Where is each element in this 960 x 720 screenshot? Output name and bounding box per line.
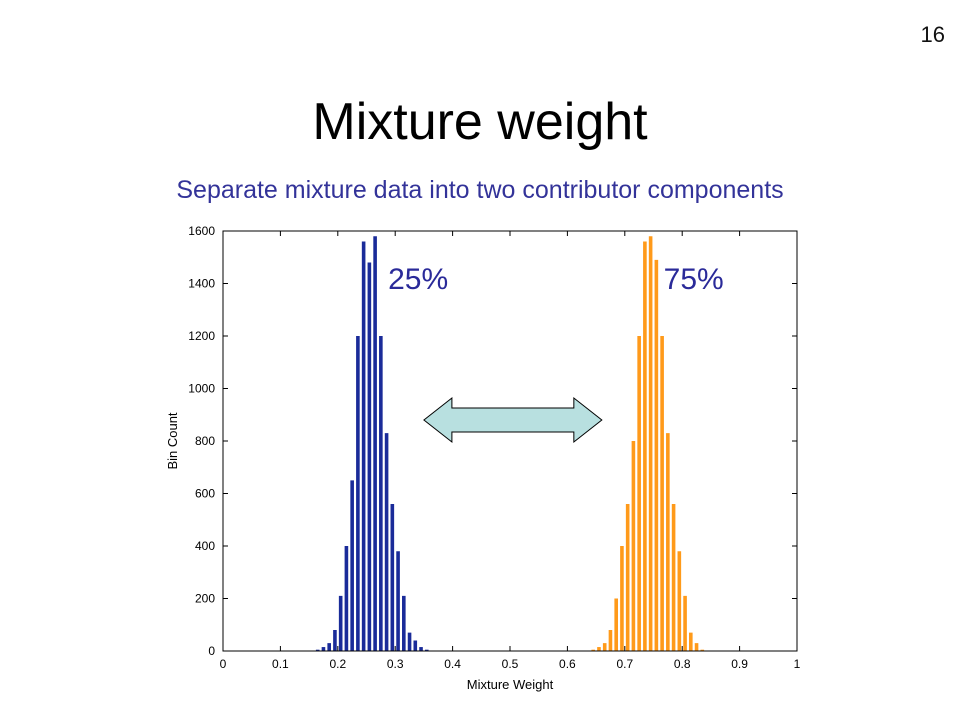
ticks-layer: 0 0.1 0.2 0.3 0.4 0.5 0.6 0.7 0.8 0.9 1 0 200 400 600 8…: [188, 224, 800, 671]
histogram-bar-right: [677, 551, 682, 651]
x-axis-label: Mixture Weight: [467, 677, 554, 692]
slide-subtitle: Separate mixture data into two contribut…: [176, 176, 784, 204]
histogram-bar-right: [689, 632, 693, 651]
histogram-bar-right: [666, 433, 670, 651]
histogram-bar-right: [683, 595, 687, 651]
histogram-bar-left: [367, 262, 372, 651]
y-tick-label: 200: [195, 592, 215, 606]
histogram-bar-left: [315, 649, 320, 651]
histogram-bar-left: [390, 504, 395, 651]
x-tick-label: 0.3: [387, 657, 404, 671]
double-arrow-icon: [423, 396, 603, 444]
slide-number: 16: [920, 22, 945, 47]
histogram-bar-left: [373, 236, 377, 651]
x-tick-label: 0.9: [731, 657, 748, 671]
y-axis-label: Bin Count: [165, 412, 180, 469]
x-tick-label: 0.6: [559, 657, 576, 671]
histogram-bar-left: [379, 336, 383, 651]
histogram-bar-left: [361, 241, 366, 651]
histogram-bar-right: [637, 336, 641, 651]
arrow-layer: [423, 396, 603, 444]
x-tick-label: 0.5: [502, 657, 519, 671]
histogram-bar-left: [356, 336, 360, 651]
histogram-bar-left: [384, 433, 389, 651]
histogram-bar-left: [321, 647, 326, 651]
histogram-bar-right: [608, 630, 613, 651]
x-tick-label: 0.8: [674, 657, 691, 671]
histogram-bar-left: [333, 630, 337, 651]
histogram-bar-left: [396, 551, 400, 651]
histogram-bar-right: [614, 598, 618, 651]
y-tick-label: 1400: [188, 277, 215, 291]
y-tick-label: 1200: [188, 329, 215, 343]
y-tick-label: 400: [195, 539, 215, 553]
histogram-bar-right: [597, 647, 601, 651]
histogram-bar-right: [625, 504, 630, 651]
histogram-bar-right: [602, 643, 607, 651]
histogram-bar-right: [671, 504, 676, 651]
x-tick-label: 1: [794, 657, 801, 671]
y-tick-label: 1600: [188, 224, 215, 238]
y-tick-label: 1000: [188, 382, 215, 396]
histogram-bar-right: [660, 336, 664, 651]
histogram-bar-right: [643, 241, 647, 651]
histogram-bar-right: [700, 649, 705, 651]
annotation-layer: 25% 75%: [388, 263, 724, 296]
y-tick-label: 0: [208, 644, 215, 658]
x-tick-label: 0.2: [329, 657, 346, 671]
histogram-bar-left: [344, 546, 349, 651]
histogram-bar-left: [413, 640, 418, 651]
percent-label-right: 75%: [664, 263, 724, 296]
x-tick-label: 0.1: [272, 657, 289, 671]
histogram-bar-right: [694, 643, 699, 651]
y-tick-label: 600: [195, 487, 215, 501]
histogram-bar-right: [654, 259, 659, 651]
histogram-bar-left: [350, 480, 354, 651]
percent-label-left: 25%: [388, 263, 448, 296]
histogram-bar-left: [338, 595, 343, 651]
histogram-bar-left: [407, 632, 412, 651]
y-tick-label: 800: [195, 434, 215, 448]
histogram-bar-right: [648, 236, 653, 651]
histogram-bar-right: [620, 546, 624, 651]
histogram-bar-right: [631, 441, 636, 651]
x-tick-label: 0: [220, 657, 227, 671]
histogram-bar-left: [424, 649, 429, 651]
x-tick-label: 0.4: [444, 657, 461, 671]
histogram-bar-right: [591, 649, 596, 651]
histogram-bar-left: [419, 647, 423, 651]
x-tick-label: 0.7: [616, 657, 633, 671]
histogram-bar-left: [327, 643, 331, 651]
histogram-bar-left: [402, 595, 406, 651]
bars-layer: [315, 236, 705, 651]
slide-title: Mixture weight: [312, 93, 648, 151]
